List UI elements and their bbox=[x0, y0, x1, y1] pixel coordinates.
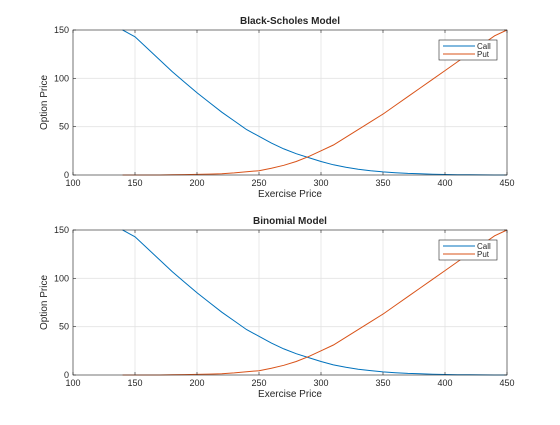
legend-box bbox=[438, 39, 498, 61]
chart-panel-2: 100 150 200 250 300 350 400 450 0 50 100 150 Binomia… bbox=[39, 216, 515, 400]
axes-box bbox=[72, 29, 508, 176]
x-tick-label: 400 bbox=[437, 378, 452, 388]
series-line-call bbox=[122, 229, 507, 376]
x-tick-label: 350 bbox=[375, 178, 390, 188]
x-tick-label: 100 bbox=[65, 178, 80, 188]
x-tick-label: 300 bbox=[313, 378, 328, 388]
x-tick-label: 250 bbox=[251, 178, 266, 188]
legend-label-put: Put bbox=[477, 250, 490, 259]
legend-label-put: Put bbox=[477, 50, 490, 59]
x-tick-label: 100 bbox=[65, 378, 80, 388]
legend-label-call: Call bbox=[477, 42, 491, 51]
y-axis-label: Option Price bbox=[39, 275, 50, 330]
x-tick-label: 450 bbox=[499, 378, 514, 388]
x-tick-label: 350 bbox=[375, 378, 390, 388]
x-tick-label: 150 bbox=[127, 378, 142, 388]
y-tick-label: 50 bbox=[59, 122, 69, 132]
x-tick-label: 450 bbox=[499, 178, 514, 188]
x-axis-label: Exercise Price bbox=[258, 389, 322, 400]
series-line-call bbox=[122, 29, 507, 176]
y-tick-label: 50 bbox=[59, 322, 69, 332]
x-tick-label: 400 bbox=[437, 178, 452, 188]
x-tick-label: 300 bbox=[313, 178, 328, 188]
y-tick-label: 150 bbox=[54, 225, 69, 235]
chart-title: Binomial Model bbox=[253, 216, 327, 227]
y-axis-label: Option Price bbox=[39, 75, 50, 130]
y-tick-label: 100 bbox=[54, 73, 69, 83]
legend-box bbox=[438, 239, 498, 261]
y-tick-label: 0 bbox=[64, 370, 69, 380]
x-tick-label: 250 bbox=[251, 378, 266, 388]
y-tick-label: 0 bbox=[64, 170, 69, 180]
x-tick-label: 200 bbox=[189, 178, 204, 188]
x-tick-label: 200 bbox=[189, 378, 204, 388]
legend-label-call: Call bbox=[477, 242, 491, 251]
axes-box bbox=[72, 229, 508, 376]
series-line-put bbox=[122, 229, 508, 376]
x-axis-label: Exercise Price bbox=[258, 189, 322, 200]
chart-panel-1: 100 150 200 250 300 350 400 450 0 50 100 150 Black-S… bbox=[39, 16, 515, 200]
y-tick-label: 150 bbox=[54, 25, 69, 35]
x-tick-label: 150 bbox=[127, 178, 142, 188]
series-line-put bbox=[122, 29, 508, 176]
chart-title: Black-Scholes Model bbox=[240, 16, 340, 27]
y-tick-label: 100 bbox=[54, 273, 69, 283]
